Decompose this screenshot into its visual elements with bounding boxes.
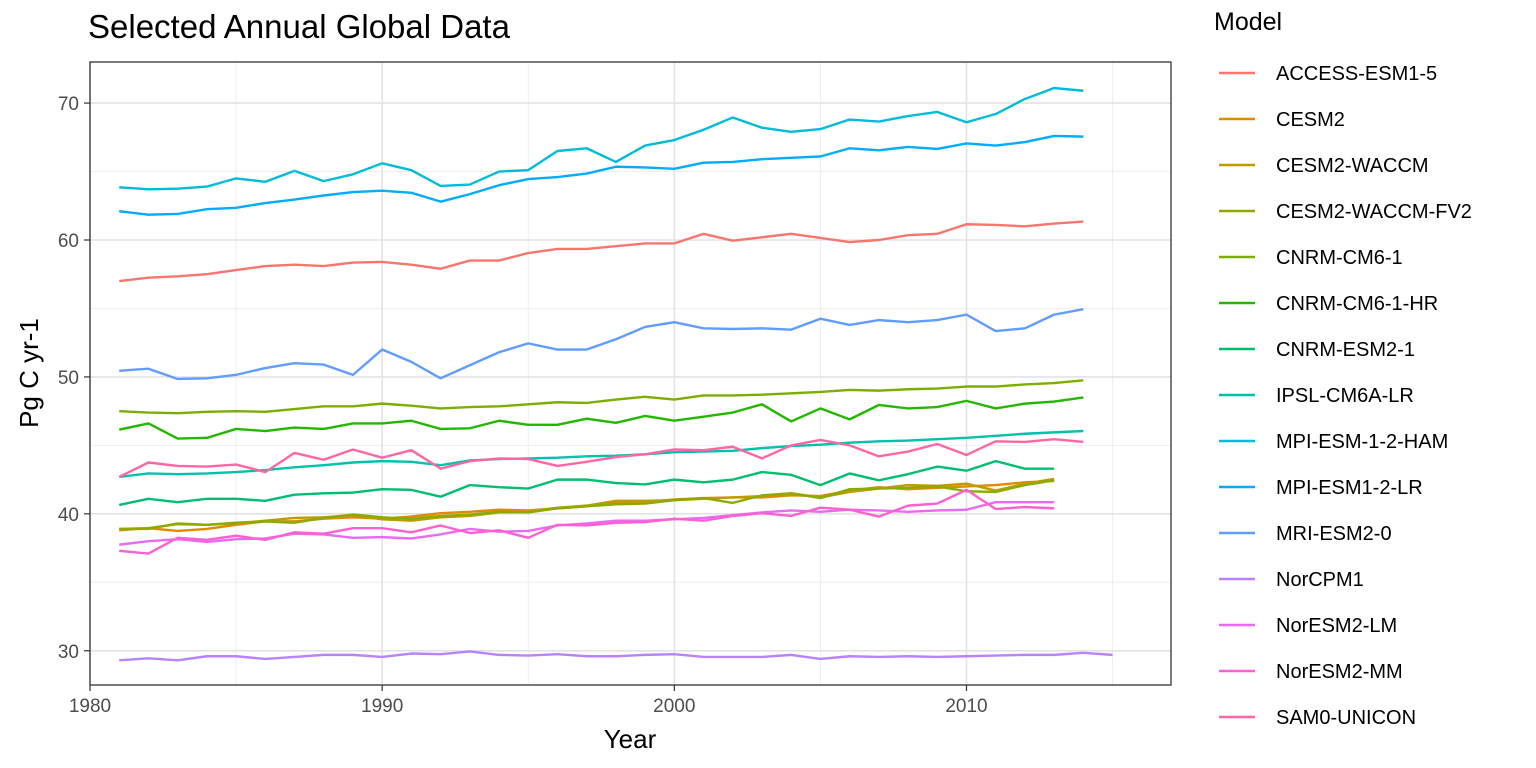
plot-border — [89, 61, 1172, 686]
series-line-mpi-esm-1-2-ham — [119, 86, 1084, 191]
legend-item-noresm2-lm: NorESM2-LM — [1219, 615, 1397, 637]
series-line-mpi-esm1-2-lr — [119, 134, 1084, 216]
chart-title: Selected Annual Global Data — [88, 8, 511, 45]
legend-item-ipsl-cm6a-lr: IPSL-CM6A-LR — [1219, 385, 1414, 407]
x-tick-label: 1990 — [361, 696, 403, 717]
legend-item-cnrm-esm2-1: CNRM-ESM2-1 — [1219, 339, 1415, 361]
y-tick-label: 40 — [58, 505, 79, 526]
plot-panel — [89, 61, 1172, 686]
legend-item-cesm2-waccm: CESM2-WACCM — [1219, 155, 1429, 177]
legend-items: ACCESS-ESM1-5 CESM2 CESM2-WACCM CESM2-WACCM… — [1219, 63, 1472, 729]
legend-item-cnrm-cm6-1-hr: CNRM-CM6-1-HR — [1219, 293, 1438, 315]
legend-label: MPI-ESM-1-2-HAM — [1276, 431, 1448, 453]
series-line-ipsl-cm6a-lr — [119, 429, 1084, 479]
legend-item-norcpm1: NorCPM1 — [1219, 569, 1364, 591]
legend: Model ACCESS-ESM1-5 CESM2 CESM2-WACCM CESM2… — [1214, 8, 1472, 729]
x-axis-title: Year — [604, 724, 657, 754]
legend-item-cnrm-cm6-1: CNRM-CM6-1 — [1219, 247, 1403, 269]
legend-label: MPI-ESM1-2-LR — [1276, 477, 1423, 499]
x-tick-label: 2000 — [653, 696, 695, 717]
legend-label: CESM2 — [1276, 109, 1345, 131]
legend-item-cesm2: CESM2 — [1219, 109, 1345, 131]
legend-label: CNRM-CM6-1 — [1276, 247, 1403, 269]
x-tick-label: 1980 — [69, 696, 111, 717]
series-lines — [118, 86, 1113, 662]
series-line-access-esm1-5 — [119, 220, 1084, 283]
y-tick-label: 50 — [58, 368, 79, 389]
series-line-norcpm1 — [119, 650, 1113, 662]
legend-item-mri-esm2-0: MRI-ESM2-0 — [1219, 523, 1392, 545]
plot-background — [90, 62, 1171, 685]
legend-item-mpi-esm-1-2-ham: MPI-ESM-1-2-HAM — [1219, 431, 1448, 453]
legend-item-cesm2-waccm-fv2: CESM2-WACCM-FV2 — [1219, 201, 1472, 223]
legend-item-noresm2-mm: NorESM2-MM — [1219, 661, 1403, 683]
legend-item-access-esm1-5: ACCESS-ESM1-5 — [1219, 63, 1437, 85]
legend-label: CESM2-WACCM-FV2 — [1276, 201, 1472, 223]
x-axis: 1980 1990 2000 2010 — [69, 685, 988, 717]
series-line-cnrm-cm6-1-hr — [118, 396, 1084, 440]
legend-label: NorESM2-MM — [1276, 661, 1403, 683]
legend-label: SAM0-UNICON — [1276, 707, 1416, 729]
legend-label: CNRM-ESM2-1 — [1276, 339, 1415, 361]
series-line-sam0-unicon — [118, 438, 1084, 478]
series-line-noresm2-mm — [119, 488, 1055, 555]
y-tick-label: 30 — [58, 642, 79, 663]
series-line-cnrm-esm2-1 — [118, 459, 1055, 507]
legend-label: IPSL-CM6A-LR — [1276, 385, 1414, 407]
series-line-cnrm-cm6-1 — [119, 379, 1084, 415]
legend-label: NorESM2-LM — [1276, 615, 1397, 637]
legend-label: CNRM-CM6-1-HR — [1276, 293, 1438, 315]
y-tick-label: 70 — [58, 94, 79, 115]
legend-item-mpi-esm1-2-lr: MPI-ESM1-2-LR — [1219, 477, 1423, 499]
legend-label: CESM2-WACCM — [1276, 155, 1429, 177]
grid-minor — [90, 62, 1171, 685]
series-line-mri-esm2-0 — [119, 307, 1084, 381]
series-line-cesm2-waccm-fv2 — [119, 479, 1055, 531]
y-axis-title: Pg C yr-1 — [14, 318, 44, 428]
x-tick-label: 2010 — [945, 696, 987, 717]
legend-label: NorCPM1 — [1276, 569, 1364, 591]
y-tick-label: 60 — [58, 231, 79, 252]
legend-label: MRI-ESM2-0 — [1276, 523, 1392, 545]
legend-item-sam0-unicon: SAM0-UNICON — [1219, 707, 1416, 729]
y-axis: 30 40 50 60 70 — [58, 94, 90, 663]
legend-title: Model — [1214, 8, 1282, 36]
legend-label: ACCESS-ESM1-5 — [1276, 63, 1437, 85]
grid-major — [89, 62, 1171, 685]
